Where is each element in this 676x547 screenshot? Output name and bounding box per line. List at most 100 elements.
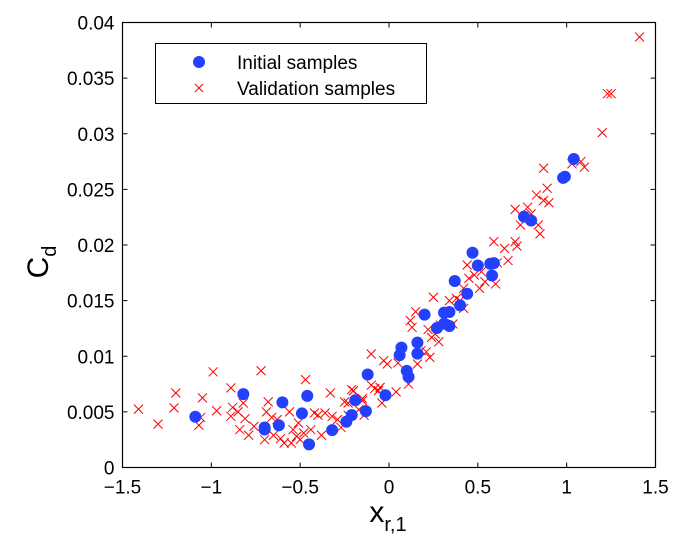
validation-sample-point	[382, 359, 393, 369]
validation-sample-point	[275, 433, 286, 444]
initial-sample-point	[567, 153, 580, 166]
validation-sample-point	[227, 402, 238, 413]
x-tick-label: −0.5	[281, 478, 319, 499]
validation-sample-point	[531, 190, 542, 200]
validation-sample-point	[238, 398, 249, 408]
initial-sample-point	[402, 370, 415, 383]
initial-sample-point	[461, 287, 474, 300]
legend-marker-x	[194, 83, 204, 93]
validation-sample-point	[391, 386, 401, 397]
validation-sample-point	[153, 419, 163, 429]
validation-sample-point	[425, 352, 435, 363]
initial-sample-point	[438, 306, 451, 319]
x-tick-label: −1.5	[104, 478, 142, 499]
legend-marker-circle	[193, 56, 205, 68]
validation-sample-point	[234, 424, 245, 435]
legend-label-initial: Initial samples	[237, 53, 357, 74]
initial-sample-point	[486, 269, 499, 282]
validation-sample-point	[407, 322, 417, 333]
validation-sample-point	[295, 434, 306, 445]
validation-sample-point	[634, 32, 645, 42]
validation-sample-point	[279, 438, 290, 448]
y-tick-label: 0.025	[67, 180, 115, 201]
y-tick-label: 0.01	[78, 347, 115, 368]
validation-sample-point	[535, 229, 545, 239]
initial-sample-point	[393, 349, 406, 362]
y-tick-label: 0.03	[78, 125, 115, 146]
validation-sample-point	[412, 359, 423, 369]
validation-sample-point	[211, 405, 222, 416]
y-tick-label: 0	[104, 459, 115, 480]
validation-sample-point	[421, 346, 432, 357]
validation-sample-point	[544, 197, 554, 208]
initial-sample-point	[295, 407, 308, 420]
validation-sample-point	[320, 408, 330, 418]
validation-sample-point	[346, 384, 357, 395]
y-axis-label: Cd	[22, 246, 61, 279]
y-axis-label-sub: d	[39, 246, 61, 257]
initial-sample-point	[379, 389, 392, 402]
initial-sample-point	[349, 394, 362, 407]
validation-sample-point	[325, 388, 336, 398]
initial-sample-point	[487, 257, 500, 270]
validation-sample-point	[256, 365, 266, 376]
x-tick-label: 1.5	[642, 478, 668, 499]
initial-sample-point	[326, 424, 339, 437]
initial-sample-point	[466, 246, 479, 259]
validation-sample-point	[428, 292, 439, 303]
legend-label-validation: Validation samples	[237, 79, 395, 100]
validation-sample-point	[286, 438, 297, 448]
validation-sample-point	[226, 411, 236, 422]
validation-sample-point	[339, 397, 350, 407]
initial-sample-point	[276, 396, 289, 409]
validation-sample-point	[268, 430, 279, 441]
legend: Initial samples Validation samples	[155, 43, 427, 104]
y-tick-label: 0.02	[78, 236, 115, 257]
validation-sample-point	[208, 366, 218, 377]
x-axis-label-sub: r,1	[384, 514, 406, 536]
validation-sample-point	[405, 315, 416, 326]
y-tick-label: 0.015	[67, 292, 115, 313]
validation-sample-point	[305, 424, 316, 435]
validation-sample-point	[284, 407, 295, 417]
initial-sample-point	[345, 409, 358, 422]
validation-sample-point	[259, 434, 270, 445]
validation-sample-point	[226, 382, 236, 393]
validation-sample-point	[602, 88, 613, 99]
y-tick-label: 0.04	[78, 14, 115, 35]
initial-sample-point	[558, 170, 571, 183]
validation-sample-point	[133, 404, 144, 414]
validation-sample-point	[444, 295, 455, 306]
initial-sample-point	[448, 275, 461, 288]
validation-sample-point	[433, 336, 444, 347]
validation-sample-point	[293, 418, 304, 428]
validation-sample-point	[606, 88, 616, 99]
x-tick-label: −1	[200, 478, 222, 499]
validation-sample-point	[512, 241, 522, 251]
y-axis-label-main: C	[22, 257, 55, 279]
validation-sample-point	[240, 413, 250, 424]
initial-sample-point	[237, 388, 250, 401]
validation-sample-point	[597, 127, 608, 138]
x-tick-label: 0	[384, 478, 395, 499]
validation-sample-point	[538, 163, 549, 174]
y-tick-label: 0.005	[67, 403, 115, 424]
validation-sample-point	[522, 202, 533, 213]
initial-sample-point	[303, 438, 316, 451]
validation-sample-point	[169, 403, 179, 413]
initial-sample-point	[471, 259, 484, 272]
x-tick-label: 0.5	[465, 478, 491, 499]
validation-sample-point	[469, 270, 480, 280]
axis-ticks: −1.5 −1 −0.5 0 0.5 1 1.5 0 0.005 0.01 0.015 0.02 0.0…	[67, 14, 669, 499]
validation-sample-point	[366, 349, 377, 359]
initial-sample-point	[443, 319, 456, 332]
validation-sample-point	[538, 195, 549, 206]
initial-sample-point	[411, 347, 424, 360]
validation-sample-point	[542, 183, 552, 194]
validation-sample-point	[298, 428, 309, 438]
initial-sample-point	[359, 405, 372, 418]
validation-sample-point	[249, 421, 259, 432]
validation-sample-point	[197, 393, 208, 403]
validation-sample-point	[266, 412, 277, 423]
